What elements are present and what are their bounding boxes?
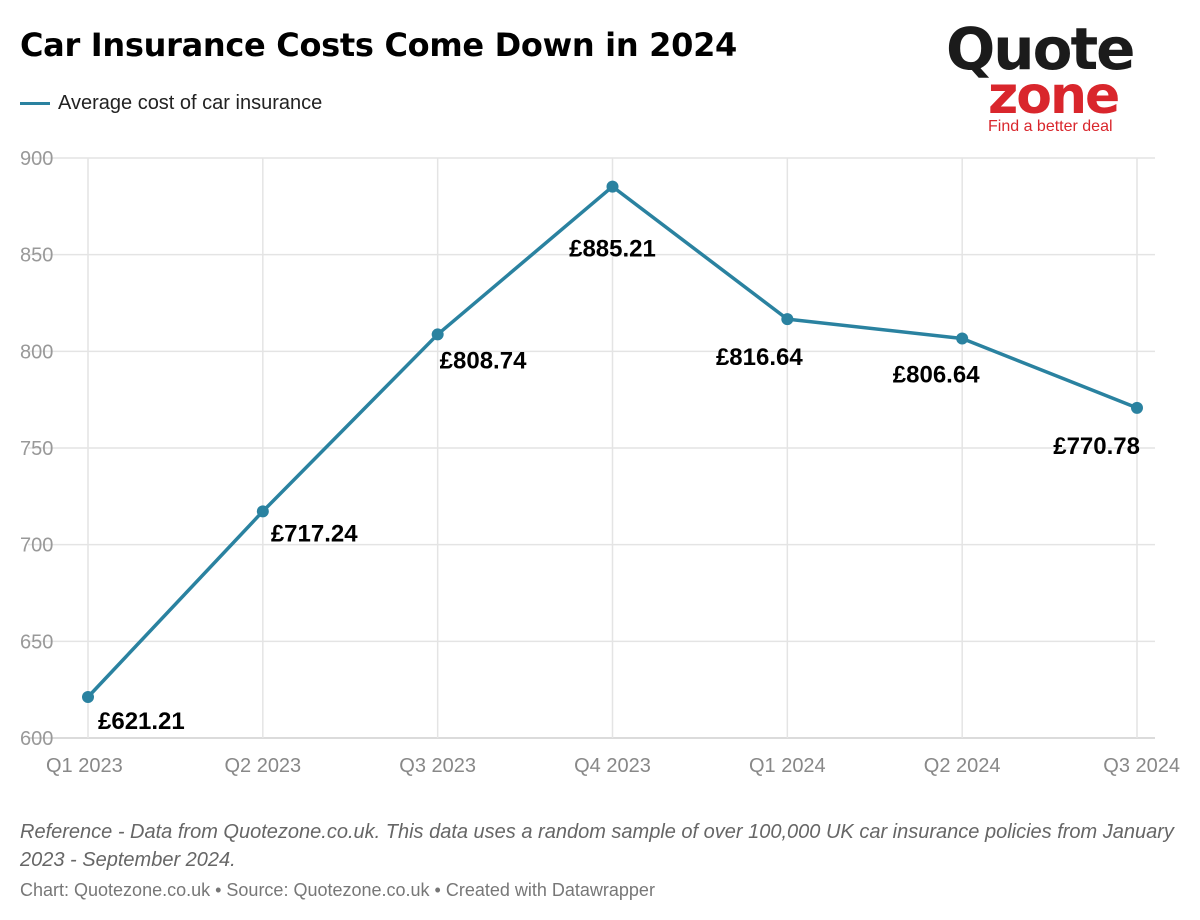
y-tick-label: 700 [20, 535, 53, 557]
x-tick-label: Q3 2023 [399, 755, 476, 777]
chart-credit: Chart: Quotezone.co.uk • Source: Quotezo… [20, 880, 655, 900]
x-tick-label: Q1 2023 [46, 755, 123, 777]
logo-word-zone: zone [988, 66, 1120, 126]
y-tick-label: 850 [20, 245, 53, 267]
data-point [956, 332, 969, 345]
data-label: £717.24 [271, 520, 358, 547]
data-label: £806.64 [893, 361, 980, 388]
legend-label: Average cost of car insurance [58, 92, 323, 114]
chart-title: Car Insurance Costs Come Down in 2024 [20, 26, 738, 64]
data-label: £770.78 [1053, 433, 1140, 460]
data-point [256, 505, 269, 518]
data-label: £621.21 [98, 708, 185, 735]
y-tick-label: 750 [20, 438, 53, 460]
data-point [1131, 401, 1143, 414]
x-tick-label: Q2 2023 [224, 755, 301, 777]
data-point [82, 690, 94, 703]
y-tick-label: 650 [20, 631, 53, 653]
data-label: £816.64 [716, 344, 803, 371]
y-tick-label: 800 [20, 341, 53, 363]
x-tick-label: Q3 2024 [1103, 755, 1180, 777]
y-tick-label: 900 [20, 148, 53, 170]
reference-note: Reference - Data from Quotezone.co.uk. T… [20, 821, 1174, 871]
data-label: £808.74 [440, 347, 527, 374]
data-label: £885.21 [569, 236, 656, 263]
x-tick-label: Q4 2023 [574, 755, 651, 777]
y-tick-label: 600 [20, 728, 53, 750]
x-tick-label: Q2 2024 [924, 755, 1001, 777]
data-point [431, 328, 444, 341]
logo-word-quote: Quote [946, 15, 1136, 83]
legend: Average cost of car insurance [20, 92, 322, 115]
data-point [781, 313, 794, 326]
logo-tagline: Find a better deal [988, 118, 1113, 135]
x-tick-label: Q1 2024 [749, 755, 826, 777]
data-point [606, 180, 619, 193]
legend-swatch [20, 102, 50, 105]
line-chart: 600 650 700 750 800 850 900 Q1 2023 Q2 2023 Q3 20… [20, 148, 1180, 777]
quotezone-logo: Quote zone Find a better deal [940, 14, 1140, 140]
